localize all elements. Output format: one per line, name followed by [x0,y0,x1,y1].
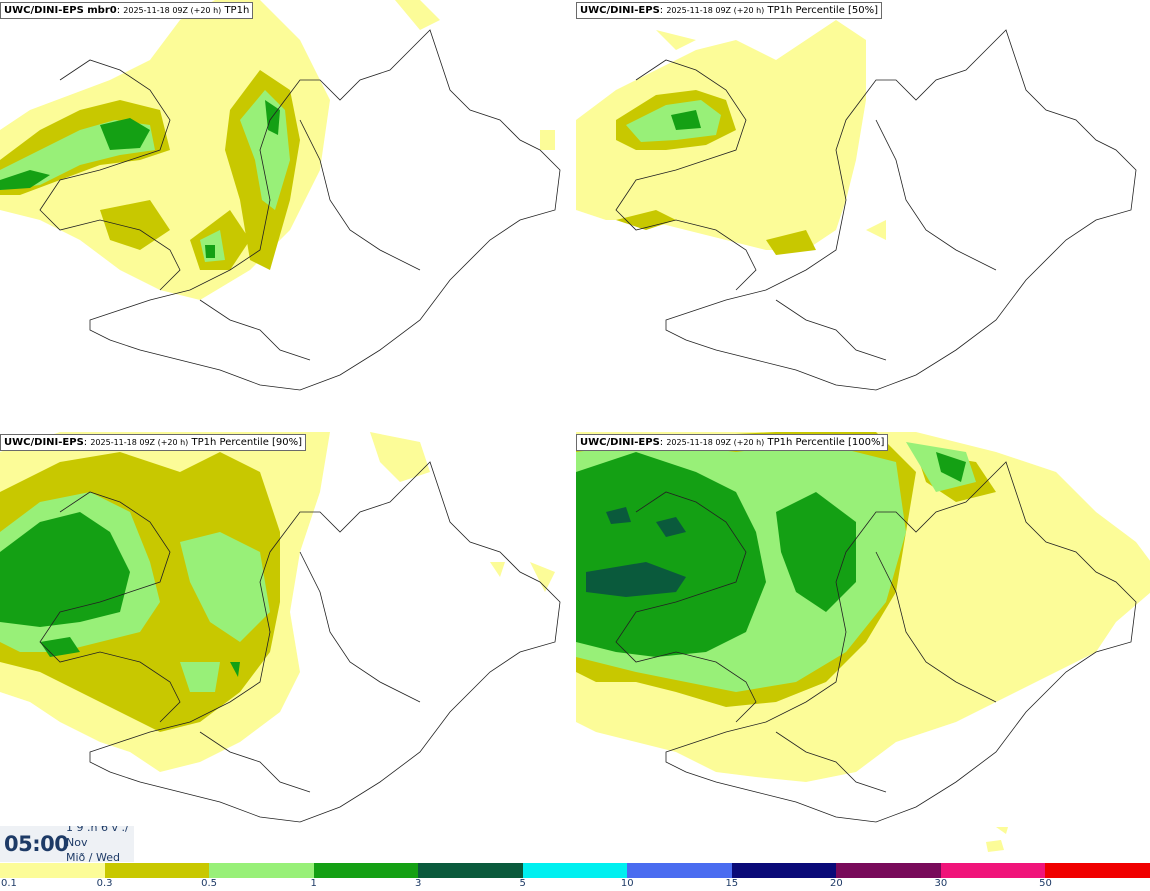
valid-time-box: 05:00 1 9 .n 6 v ./ Nov Mið / Wed [0,826,134,862]
coastline [39,461,561,823]
panel-divider [575,0,576,864]
legend-label: 50 [1039,878,1052,889]
map-panel-p50: UWC/DINI-EPS: 2025-11-18 09Z (+20 h) TP1… [576,0,1150,432]
legend-color-swatch [731,863,838,878]
color-legend: 0.1 0.3 0.5 1 3 5 10 15 20 30 50 [0,862,1150,891]
panel-title: UWC/DINI-EPS: 2025-11-18 09Z (+20 h) TP1… [0,434,307,451]
run-time: 2025-11-18 09Z (+20 h) [666,6,765,15]
coastline [615,29,1137,391]
run-time: 2025-11-18 09Z (+20 h) [123,6,222,15]
precip-fill-heavy [0,100,280,258]
panel-title: UWC/DINI-EPS: 2025-11-18 09Z (+20 h) TP1… [576,2,883,19]
panel-title: UWC/DINI-EPS mbr0: 2025-11-18 09Z (+20 h… [0,2,254,19]
legend-color-swatch [313,863,420,878]
legend-label: 0.5 [201,878,218,889]
legend-label: 0.1 [1,878,17,889]
legend-color-swatch [940,863,1047,878]
model-name: UWC/DINI-EPS mbr0 [4,5,117,16]
field-name: TP1h Percentile [100%] [767,437,885,448]
legend-color-swatch [0,863,106,878]
map-panel-member0: UWC/DINI-EPS mbr0: 2025-11-18 09Z (+20 h… [0,0,575,432]
precip-fill-heavy [671,110,701,130]
legend-label: 5 [519,878,526,889]
valid-time-month: Nov [66,836,88,849]
legend-label: 30 [934,878,948,889]
model-name: UWC/DINI-EPS [4,437,84,448]
run-time: 2025-11-18 09Z (+20 h) [90,438,189,447]
precipitation-map [576,432,1150,852]
precipitation-map [0,0,561,391]
panel-title: UWC/DINI-EPS: 2025-11-18 09Z (+20 h) TP1… [576,434,889,451]
legend-label: 10 [620,878,634,889]
legend-label: 3 [414,878,422,889]
legend-color-swatch [104,863,211,878]
valid-time-date: 1 9 .n 6 v ./ [66,826,129,834]
coastline [615,461,1137,823]
model-name: UWC/DINI-EPS [580,5,660,16]
precipitation-map [576,20,1137,391]
legend-color-swatch [1045,863,1150,878]
legend-label: 0.3 [96,878,113,889]
precip-fill-darkest [586,507,686,597]
map-panel-p90: UWC/DINI-EPS: 2025-11-18 09Z (+20 h) TP1… [0,432,575,864]
map-panel-p100: UWC/DINI-EPS: 2025-11-18 09Z (+20 h) TP1… [576,432,1150,864]
coastline [39,29,561,391]
legend-label: 20 [829,878,843,889]
model-name: UWC/DINI-EPS [580,437,660,448]
valid-time-hour: 05:00 [4,832,69,856]
precipitation-map [0,432,561,823]
legend-label: 1 [310,878,317,889]
legend-label: 15 [725,878,739,889]
field-name: TP1h Percentile [50%] [767,5,879,16]
legend-color-swatch [522,863,629,878]
legend-color-swatch [418,863,524,878]
field-name: TP1h Percentile [90%] [191,437,303,448]
valid-time-weekday: Mið / Wed [66,851,120,862]
legend-color-swatch [209,863,315,878]
field-name: TP1h [224,5,250,16]
run-time: 2025-11-18 09Z (+20 h) [666,438,765,447]
legend-color-swatch [627,863,733,878]
legend-color-swatch [836,863,942,878]
